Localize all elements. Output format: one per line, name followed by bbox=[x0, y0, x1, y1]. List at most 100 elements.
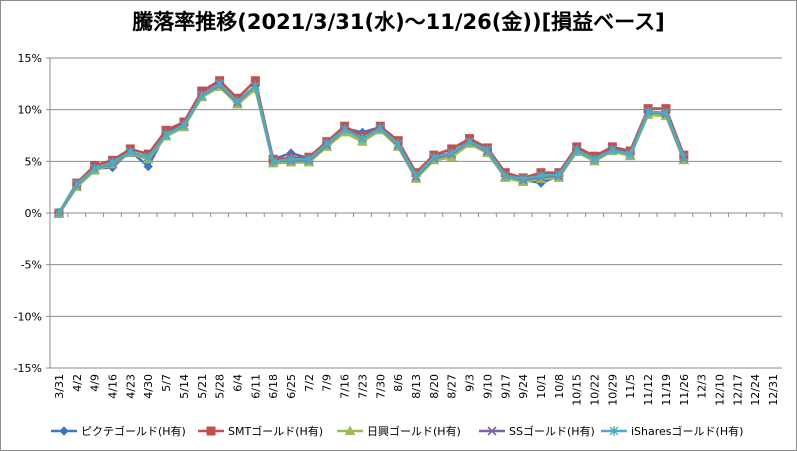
data-point bbox=[179, 120, 189, 131]
x-tick-label: 12/31 bbox=[767, 374, 780, 406]
x-tick-label: 12/24 bbox=[749, 374, 762, 406]
legend-label: SMTゴールド(H有) bbox=[228, 425, 324, 438]
legend-item: iSharesゴールド(H有) bbox=[600, 422, 743, 440]
data-point bbox=[304, 154, 314, 165]
series bbox=[54, 80, 689, 218]
data-point bbox=[607, 144, 617, 155]
data-point bbox=[344, 425, 356, 435]
data-point bbox=[107, 157, 117, 168]
data-point bbox=[661, 107, 671, 118]
data-point bbox=[206, 426, 216, 436]
data-point bbox=[465, 136, 475, 147]
series bbox=[54, 78, 689, 218]
y-tick-label: 0% bbox=[25, 207, 42, 220]
y-tick-label: 10% bbox=[18, 104, 42, 117]
y-tick-labels: 15% 10% 5% 0% -5% -10% -15% bbox=[14, 52, 42, 375]
x-tick-label: 9/24 bbox=[517, 374, 530, 399]
x-tick-label: 10/1 bbox=[535, 374, 548, 399]
data-point bbox=[487, 426, 497, 436]
data-point bbox=[411, 170, 421, 181]
data-point bbox=[161, 129, 171, 140]
data-point bbox=[340, 124, 350, 135]
x-tick-label: 9/3 bbox=[464, 374, 477, 392]
x-tick-label: 10/15 bbox=[571, 374, 584, 406]
x-tick-label: 11/12 bbox=[642, 374, 655, 406]
data-point bbox=[554, 169, 564, 180]
data-point bbox=[679, 152, 689, 163]
data-point bbox=[232, 96, 242, 107]
x-tick-label: 3/31 bbox=[53, 374, 66, 399]
legend-item: ピクテゴールド(H有) bbox=[50, 422, 186, 440]
x-tick-label: 7/2 bbox=[303, 374, 316, 392]
y-tick-label: -10% bbox=[14, 310, 42, 323]
x-tick-label: 5/28 bbox=[214, 374, 227, 399]
x-tick-label: 11/26 bbox=[678, 374, 691, 406]
x-tick-label: 9/10 bbox=[481, 374, 494, 399]
data-point bbox=[375, 123, 385, 134]
data-point bbox=[125, 147, 135, 158]
x-tick-label: 6/18 bbox=[267, 374, 280, 399]
x-tick-label: 5/14 bbox=[178, 374, 191, 399]
legend-item: SMTゴールド(H有) bbox=[197, 422, 323, 440]
data-point bbox=[536, 170, 546, 181]
data-point bbox=[500, 170, 510, 181]
axes bbox=[46, 57, 783, 369]
x-tick-label: 8/6 bbox=[392, 374, 405, 392]
series bbox=[54, 76, 689, 218]
x-tick-label: 4/23 bbox=[124, 374, 137, 399]
data-point bbox=[268, 156, 278, 167]
y-tick-label: -5% bbox=[21, 259, 42, 272]
gridlines bbox=[50, 57, 782, 369]
x-tick-label: 6/11 bbox=[249, 374, 262, 399]
data-point bbox=[90, 163, 100, 174]
x-tick-labels: 3/31 4/2 4/9 4/16 4/23 4/30 5/7 5/14 5/21 5/28 6/4… bbox=[53, 374, 780, 406]
data-point bbox=[72, 179, 82, 190]
data-point bbox=[643, 106, 653, 117]
x-tick-label: 11/5 bbox=[624, 374, 637, 399]
x-tick-label: 9/17 bbox=[499, 374, 512, 399]
series-lines bbox=[53, 76, 690, 219]
x-tick-label: 4/16 bbox=[106, 374, 119, 399]
data-point bbox=[54, 208, 64, 218]
legend-swatch bbox=[337, 425, 363, 435]
x-tick-label: 6/4 bbox=[231, 374, 244, 392]
data-point bbox=[143, 152, 153, 163]
x-tick-label: 12/17 bbox=[731, 374, 744, 406]
x-tick-label: 7/30 bbox=[374, 374, 387, 399]
x-tick-label: 5/21 bbox=[196, 374, 209, 399]
data-point bbox=[59, 426, 69, 436]
legend-swatch bbox=[198, 426, 224, 436]
series-line bbox=[57, 79, 686, 214]
x-tick-label: 10/22 bbox=[589, 374, 602, 406]
x-tick-label: 8/13 bbox=[410, 374, 423, 399]
series bbox=[54, 79, 689, 218]
y-tick-label: 15% bbox=[18, 52, 42, 65]
y-tick-label: 5% bbox=[25, 155, 42, 168]
x-tick-label: 6/25 bbox=[285, 374, 298, 399]
legend-swatch bbox=[51, 426, 77, 436]
x-tick-label: 7/16 bbox=[339, 374, 352, 399]
data-point bbox=[143, 161, 153, 172]
data-point bbox=[197, 90, 207, 101]
data-point bbox=[609, 426, 619, 436]
data-point bbox=[286, 154, 296, 165]
x-tick-label: 10/8 bbox=[553, 374, 566, 399]
data-point bbox=[250, 80, 260, 91]
legend-label: SSゴールド(H有) bbox=[509, 425, 595, 438]
chart-title: 騰落率推移(2021/3/31(水)〜11/26(金))[損益ベース] bbox=[132, 10, 665, 34]
data-point bbox=[572, 144, 582, 155]
x-tick-label: 12/3 bbox=[696, 374, 709, 399]
data-point bbox=[393, 138, 403, 149]
data-point bbox=[322, 138, 332, 149]
x-tick-label: 4/9 bbox=[89, 374, 102, 392]
legend-item: 日興ゴールド(H有) bbox=[336, 422, 461, 440]
data-point bbox=[482, 144, 492, 155]
data-point bbox=[357, 133, 367, 144]
x-tick-label: 4/2 bbox=[71, 374, 84, 392]
legend-swatch bbox=[601, 426, 627, 436]
data-point bbox=[215, 78, 225, 89]
legend-swatch bbox=[479, 426, 505, 436]
x-tick-label: 11/19 bbox=[660, 374, 673, 406]
legend-label: ピクテゴールド(H有) bbox=[81, 425, 186, 438]
